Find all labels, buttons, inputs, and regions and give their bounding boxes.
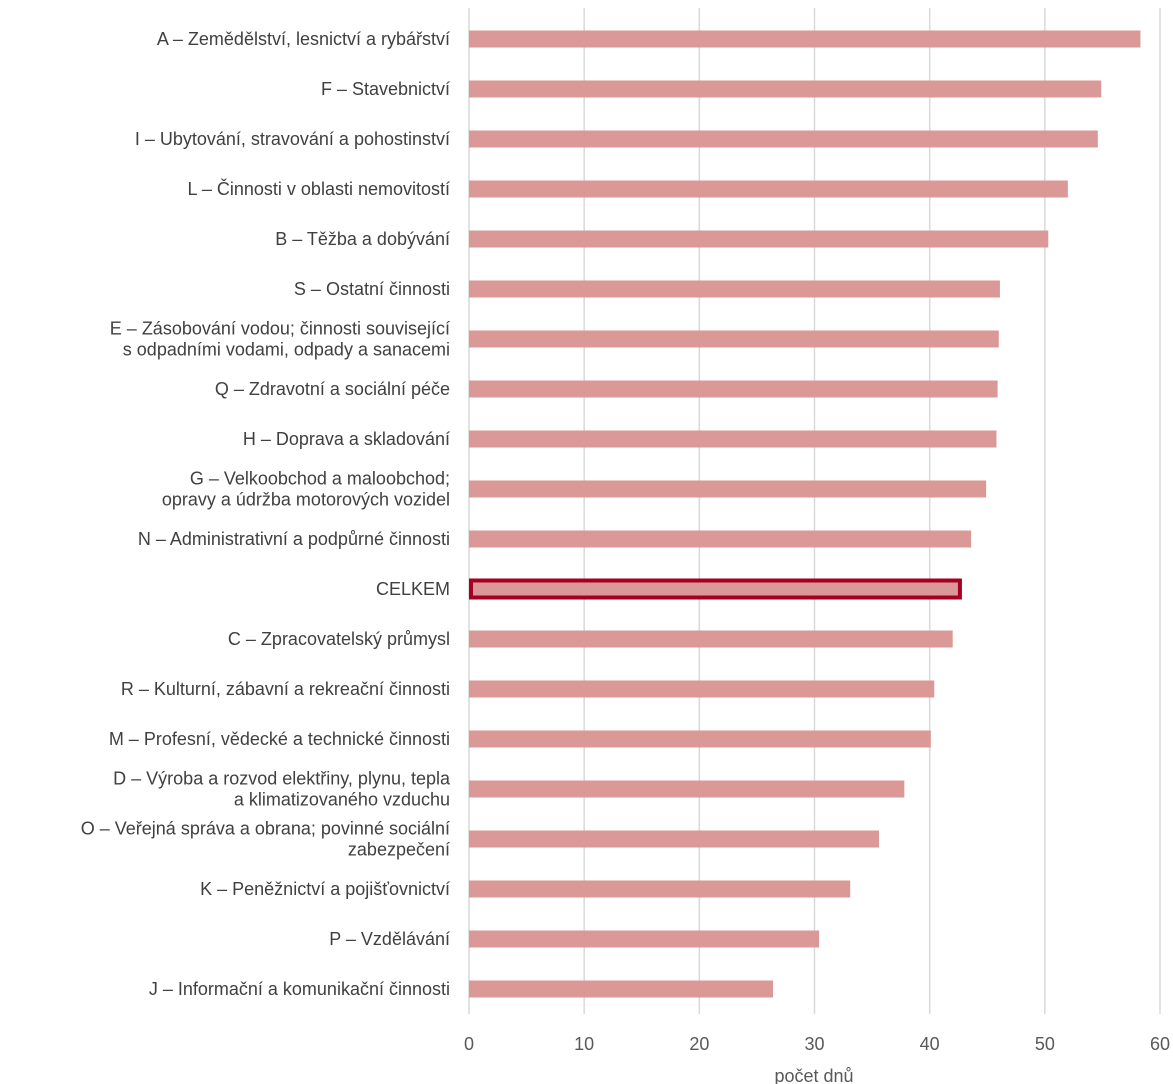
category-label-line: I – Ubytování, stravování a pohostinství	[135, 129, 450, 149]
category-label: M – Profesní, vědecké a technické činnos…	[109, 729, 450, 749]
category-label: S – Ostatní činnosti	[294, 279, 450, 299]
bar	[469, 280, 1000, 298]
bar	[469, 680, 935, 698]
category-label-line: N – Administrativní a podpůrné činnosti	[138, 529, 450, 549]
category-label-line: opravy a údržba motorových vozidel	[162, 490, 450, 510]
x-tick-label: 20	[689, 1034, 709, 1054]
bars	[469, 30, 1141, 998]
bar	[469, 30, 1141, 48]
category-label-line: s odpadními vodami, odpady a sanacemi	[123, 340, 450, 360]
category-label-line: A – Zemědělství, lesnictví a rybářství	[157, 29, 450, 49]
category-label: H – Doprava a skladování	[243, 429, 450, 449]
category-label-line: P – Vzdělávání	[329, 929, 450, 949]
category-label: L – Činnosti v oblasti nemovitostí	[188, 178, 450, 199]
x-tick-label: 30	[804, 1034, 824, 1054]
bar	[469, 530, 972, 548]
category-label-line: R – Kulturní, zábavní a rekreační činnos…	[121, 679, 450, 699]
category-label-line: Q – Zdravotní a sociální péče	[215, 379, 450, 399]
bar	[469, 630, 953, 648]
category-label: F – Stavebnictví	[321, 79, 450, 99]
bar	[469, 330, 999, 348]
bar	[469, 180, 1068, 198]
category-label: R – Kulturní, zábavní a rekreační činnos…	[121, 679, 450, 699]
category-label: Q – Zdravotní a sociální péče	[215, 379, 450, 399]
category-label: B – Těžba a dobývání	[275, 229, 450, 249]
category-label: K – Peněžnictví a pojišťovnictví	[200, 879, 450, 899]
category-label: G – Velkoobchod a maloobchod; opravy a úd…	[162, 469, 450, 510]
category-label: D – Výroba a rozvod elektřiny, plynu, te…	[113, 769, 451, 810]
category-label-line: F – Stavebnictví	[321, 79, 450, 99]
bar	[469, 230, 1049, 248]
category-label-line: H – Doprava a skladování	[243, 429, 450, 449]
x-tick-label: 10	[574, 1034, 594, 1054]
bar	[469, 880, 851, 898]
gridlines	[468, 8, 1161, 1014]
x-axis-title: počet dnů	[774, 1066, 853, 1084]
category-label-line: B – Těžba a dobývání	[275, 229, 450, 249]
category-label: J – Informační a komunikační činnosti	[149, 979, 450, 999]
bar	[469, 430, 997, 448]
category-label-line: G – Velkoobchod a maloobchod;	[190, 469, 450, 489]
category-label: N – Administrativní a podpůrné činnosti	[138, 529, 450, 549]
bar	[469, 380, 998, 398]
category-label: P – Vzdělávání	[329, 929, 450, 949]
category-label-line: S – Ostatní činnosti	[294, 279, 450, 299]
bar	[469, 80, 1102, 98]
bar	[469, 730, 931, 748]
category-label: I – Ubytování, stravování a pohostinství	[135, 129, 450, 149]
category-label: CELKEM	[376, 579, 450, 599]
category-label-line: E – Zásobování vodou; činnosti souvisejí…	[110, 319, 450, 339]
category-label-line: J – Informační a komunikační činnosti	[149, 979, 450, 999]
bar	[469, 780, 905, 798]
category-label: A – Zemědělství, lesnictví a rybářství	[157, 29, 450, 49]
category-label: C – Zpracovatelský průmysl	[228, 629, 450, 649]
category-label-line: M – Profesní, vědecké a technické činnos…	[109, 729, 450, 749]
category-label-line: K – Peněžnictví a pojišťovnictví	[200, 879, 450, 899]
bar	[469, 930, 820, 948]
category-label-line: D – Výroba a rozvod elektřiny, plynu, te…	[113, 769, 451, 789]
x-tick-label: 0	[464, 1034, 474, 1054]
category-label-line: O – Veřejná správa a obrana; povinné soc…	[81, 819, 450, 839]
x-tick-labels: 0 10 20 30 40 50 60	[464, 1034, 1170, 1054]
bar	[469, 130, 1098, 148]
category-label-line: CELKEM	[376, 579, 450, 599]
bar	[469, 830, 879, 848]
bar-total-highlighted	[469, 578, 962, 600]
x-tick-label: 50	[1035, 1034, 1055, 1054]
category-labels: A – Zemědělství, lesnictví a rybářství F …	[81, 29, 451, 999]
bar	[469, 480, 987, 498]
category-label-line: L – Činnosti v oblasti nemovitostí	[188, 178, 450, 199]
category-label: O – Veřejná správa a obrana; povinné soc…	[81, 819, 450, 860]
category-label-line: a klimatizovaného vzduchu	[234, 790, 450, 810]
bar	[469, 980, 774, 998]
category-label: E – Zásobování vodou; činnosti souvisejí…	[110, 319, 450, 360]
category-label-line: C – Zpracovatelský průmysl	[228, 629, 450, 649]
x-tick-label: 60	[1150, 1034, 1170, 1054]
x-tick-label: 40	[920, 1034, 940, 1054]
category-label-line: zabezpečení	[348, 840, 450, 860]
